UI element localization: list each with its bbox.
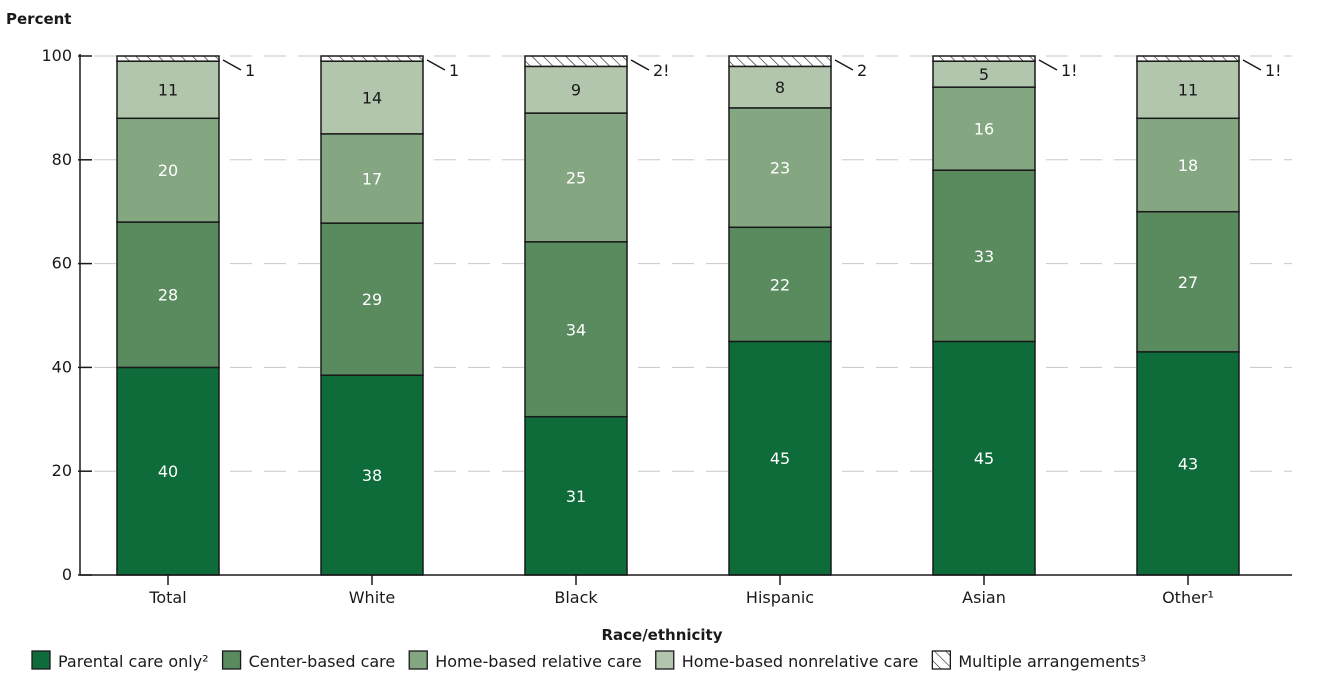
- x-tick-label: Other¹: [1162, 588, 1214, 607]
- bar-segment: [1136, 60, 1240, 120]
- x-axis-ticks: Total White Black Hispanic Asian Other¹: [80, 574, 1292, 607]
- data-label: 31: [566, 487, 586, 506]
- bar-segment: [728, 107, 832, 229]
- y-tick-label: 100: [41, 46, 72, 65]
- data-label-leader: [426, 59, 446, 71]
- bar-segment: [320, 60, 424, 135]
- y-tick-label: 20: [52, 461, 72, 480]
- y-tick-label: 60: [52, 254, 72, 273]
- bar-segment: [320, 55, 424, 62]
- data-label: 33: [974, 247, 994, 266]
- legend-label: Home-based relative care: [435, 652, 642, 671]
- data-label: 22: [770, 275, 790, 294]
- bar-segment: [116, 221, 220, 369]
- legend-swatch: [931, 650, 951, 670]
- data-label-leader: [222, 59, 242, 71]
- bar-segment: [728, 340, 832, 576]
- bar-segment: [116, 55, 220, 62]
- bar-segment: [524, 415, 628, 576]
- legend-swatch: [655, 650, 675, 670]
- x-tick-label: Asian: [962, 588, 1006, 607]
- bar-segment: [932, 169, 1036, 343]
- x-tick-label: Black: [554, 588, 598, 607]
- data-label: 5: [979, 65, 989, 84]
- y-tick-label: 80: [52, 150, 72, 169]
- legend-swatch: [31, 650, 51, 670]
- data-label: 1!: [1265, 61, 1282, 80]
- bar-segment: [728, 226, 832, 343]
- data-label: 20: [158, 161, 178, 180]
- data-label: 11: [1178, 81, 1198, 100]
- data-label: 2: [857, 61, 867, 80]
- bar-segment: [1136, 351, 1240, 576]
- data-label: 2!: [653, 61, 670, 80]
- x-axis-title: Race/ethnicity: [601, 626, 722, 644]
- y-tick-label: 40: [52, 357, 72, 376]
- data-label: 45: [770, 449, 790, 468]
- data-label: 14: [362, 89, 382, 108]
- bar-segment: [116, 366, 220, 576]
- data-label: 40: [158, 462, 178, 481]
- data-label-leader: [630, 59, 650, 71]
- bar-segment: [320, 222, 424, 376]
- bar-segment: [524, 112, 628, 243]
- data-label: 27: [1178, 273, 1198, 292]
- legend: Parental care only² Center-based care Home…: [31, 650, 1146, 671]
- bar-segment: [524, 65, 628, 114]
- data-label: 18: [1178, 156, 1198, 175]
- bar-segment: [1136, 210, 1240, 353]
- data-label-leader: [834, 59, 854, 71]
- legend-swatch: [408, 650, 428, 670]
- data-label: 34: [566, 320, 586, 339]
- bar-segment: [932, 55, 1036, 62]
- x-tick-label: Hispanic: [746, 588, 814, 607]
- data-label: 38: [362, 466, 382, 485]
- gridlines: [94, 55, 1292, 472]
- legend-label: Multiple arrangements³: [958, 652, 1146, 671]
- data-label: 25: [566, 168, 586, 187]
- data-label: 8: [775, 78, 785, 97]
- bars: 40282011138291714131342592!4522238245331…: [116, 55, 1282, 576]
- data-label-leader: [1038, 59, 1058, 71]
- bar-segment: [320, 133, 424, 224]
- bar-segment: [932, 86, 1036, 171]
- x-tick-label: White: [349, 588, 396, 607]
- legend-label: Center-based care: [249, 652, 396, 671]
- data-label: 1!: [1061, 61, 1078, 80]
- data-label: 23: [770, 159, 790, 178]
- data-label-leader: [1242, 59, 1262, 71]
- bar-segment: [524, 241, 628, 418]
- y-axis-ticks: 0 20 40 60 80 100: [41, 46, 92, 584]
- data-label: 16: [974, 120, 994, 139]
- bar-segment: [1136, 55, 1240, 62]
- y-axis-title: Percent: [6, 10, 71, 28]
- y-tick-label: 0: [62, 565, 72, 584]
- bar-segment: [320, 374, 424, 576]
- bar-segment: [932, 60, 1036, 88]
- data-label: 28: [158, 286, 178, 305]
- x-tick-label: Total: [148, 588, 186, 607]
- legend-label: Parental care only²: [58, 652, 209, 671]
- legend-label: Home-based nonrelative care: [682, 652, 919, 671]
- data-label: 43: [1178, 454, 1198, 473]
- data-label: 45: [974, 449, 994, 468]
- data-label: 29: [362, 290, 382, 309]
- data-label: 1: [245, 61, 255, 80]
- bar-segment: [116, 60, 220, 120]
- data-label: 9: [571, 81, 581, 100]
- bar-segment: [728, 55, 832, 68]
- data-label: 11: [158, 81, 178, 100]
- data-label: 17: [362, 169, 382, 188]
- data-label: 1: [449, 61, 459, 80]
- bar-segment: [524, 55, 628, 68]
- legend-swatch: [221, 650, 242, 670]
